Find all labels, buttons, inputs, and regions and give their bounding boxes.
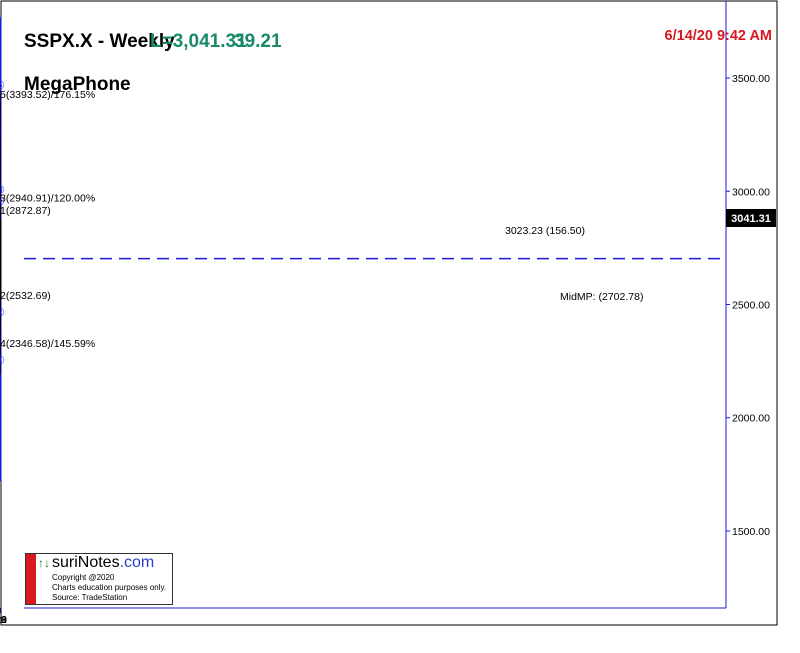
wave-number-marker: ⑤	[0, 80, 5, 92]
logo-name-text: suriNotes	[52, 554, 120, 571]
x-tick-label: '21	[0, 614, 7, 626]
y-tick-label: 1500.00	[732, 526, 770, 538]
y-tick-label: 3500.00	[732, 73, 770, 85]
x-tick-label: '20	[0, 614, 7, 626]
wave-label: 1(2872.87)	[0, 205, 51, 217]
ma-label: 3023.23 (156.50)	[505, 225, 585, 237]
y-ticks-group: 3500.00 3000.00 2500.00 2000.00 1500.00	[726, 73, 770, 538]
logo-accent-bar	[26, 554, 36, 604]
wave-label: 3(2940.91)/120.00%	[0, 193, 95, 205]
chart-datetime: 6/14/20 9:42 AM	[665, 28, 772, 44]
wave-number-marker: ④	[0, 355, 5, 367]
x-tick-label: '19	[0, 614, 7, 626]
wave-label: 2(2532.69)	[0, 290, 51, 302]
plot-border	[0, 0, 778, 626]
wave-number-marker: ③	[0, 185, 5, 197]
price-change: 39.21	[234, 31, 282, 52]
y-tick-label: 3000.00	[732, 186, 770, 198]
logo-source: Source: TradeStation	[52, 593, 128, 602]
wave-label: 5(3393.52)/176.15%	[0, 89, 95, 101]
x-ticks-group: '18'19'20'21	[0, 608, 7, 626]
midline-label: MidMP: (2702.78)	[560, 291, 643, 303]
logo-copyright: Copyright @2020	[52, 573, 115, 582]
last-price-tag-text: 3041.31	[731, 213, 771, 225]
surinotes-logo: ↑↓ suriNotes.com Copyright @2020 Charts …	[25, 553, 173, 605]
y-tick-label: 2500.00	[732, 300, 770, 312]
wave-number-marker: ①	[0, 196, 5, 208]
wave-label: 4(2346.58)/145.59%	[0, 338, 95, 350]
chart-title: SSPX.X - Weekly	[24, 31, 175, 52]
logo-name-suffix: .com	[119, 554, 155, 571]
last-price: L=3,041.31	[150, 31, 247, 52]
up-down-arrows-icon: ↑↓	[38, 556, 50, 570]
logo-disclaimer: Charts education purposes only.	[52, 583, 167, 592]
last-price-tag	[726, 209, 776, 227]
x-tick-label: '18	[0, 614, 7, 626]
logo-name: suriNotes.com	[52, 554, 154, 572]
y-tick-label: 2000.00	[732, 413, 770, 425]
wave-number-marker: ②	[0, 307, 5, 319]
pattern-name: MegaPhone	[24, 74, 131, 95]
wave-labels-group: ①1(2872.87) ② 2(2532.69) ③3(2940.91)/120.00…	[0, 80, 95, 367]
